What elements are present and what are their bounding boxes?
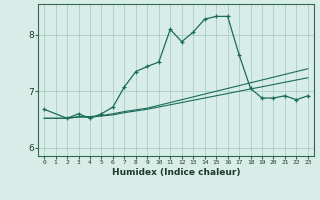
X-axis label: Humidex (Indice chaleur): Humidex (Indice chaleur) — [112, 168, 240, 177]
